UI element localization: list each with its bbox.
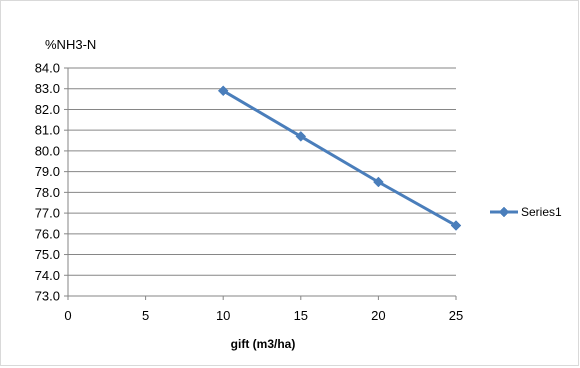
- y-axis-ticks: 73.0 74.0 75.0 76.0 77.0 78.0 79.0 80.0 81.0 82.0…: [35, 61, 68, 304]
- series-group: [217, 85, 462, 231]
- x-tick-label: 0: [64, 308, 71, 323]
- x-tick-label: 10: [216, 308, 230, 323]
- data-point-marker: [373, 176, 384, 188]
- y-axis-label: %NH3-N: [45, 37, 96, 52]
- y-tick-label: 74.0: [35, 268, 60, 283]
- x-tick-label: 5: [142, 308, 149, 323]
- y-tick-label: 77.0: [35, 206, 60, 221]
- y-tick-label: 81.0: [35, 123, 60, 138]
- data-point-marker: [295, 131, 307, 142]
- data-point-marker: [217, 85, 229, 97]
- y-tick-label: 83.0: [35, 81, 60, 96]
- axes: [67, 68, 456, 297]
- y-tick-label: 76.0: [35, 226, 60, 241]
- data-point-marker: [450, 220, 462, 231]
- legend-swatch-marker: [498, 206, 510, 218]
- x-axis-label: gift (m3/ha): [231, 337, 296, 351]
- y-tick-label: 80.0: [35, 143, 60, 158]
- y-tick-label: 82.0: [35, 102, 60, 117]
- x-tick-label: 25: [449, 308, 463, 323]
- y-tick-label: 75.0: [35, 247, 60, 262]
- x-tick-label: 15: [294, 308, 308, 323]
- series-line: [222, 89, 457, 227]
- x-tick-label: 20: [371, 308, 385, 323]
- y-tick-label: 73.0: [35, 289, 60, 304]
- y-tick-label: 78.0: [35, 185, 60, 200]
- y-tick-label: 79.0: [35, 164, 60, 179]
- legend: Series1: [490, 205, 562, 219]
- y-tick-label: 84.0: [35, 61, 60, 76]
- legend-label: Series1: [521, 205, 562, 219]
- gridlines: [68, 67, 456, 276]
- x-axis-ticks: 0 5 10 15 20 25: [64, 296, 463, 323]
